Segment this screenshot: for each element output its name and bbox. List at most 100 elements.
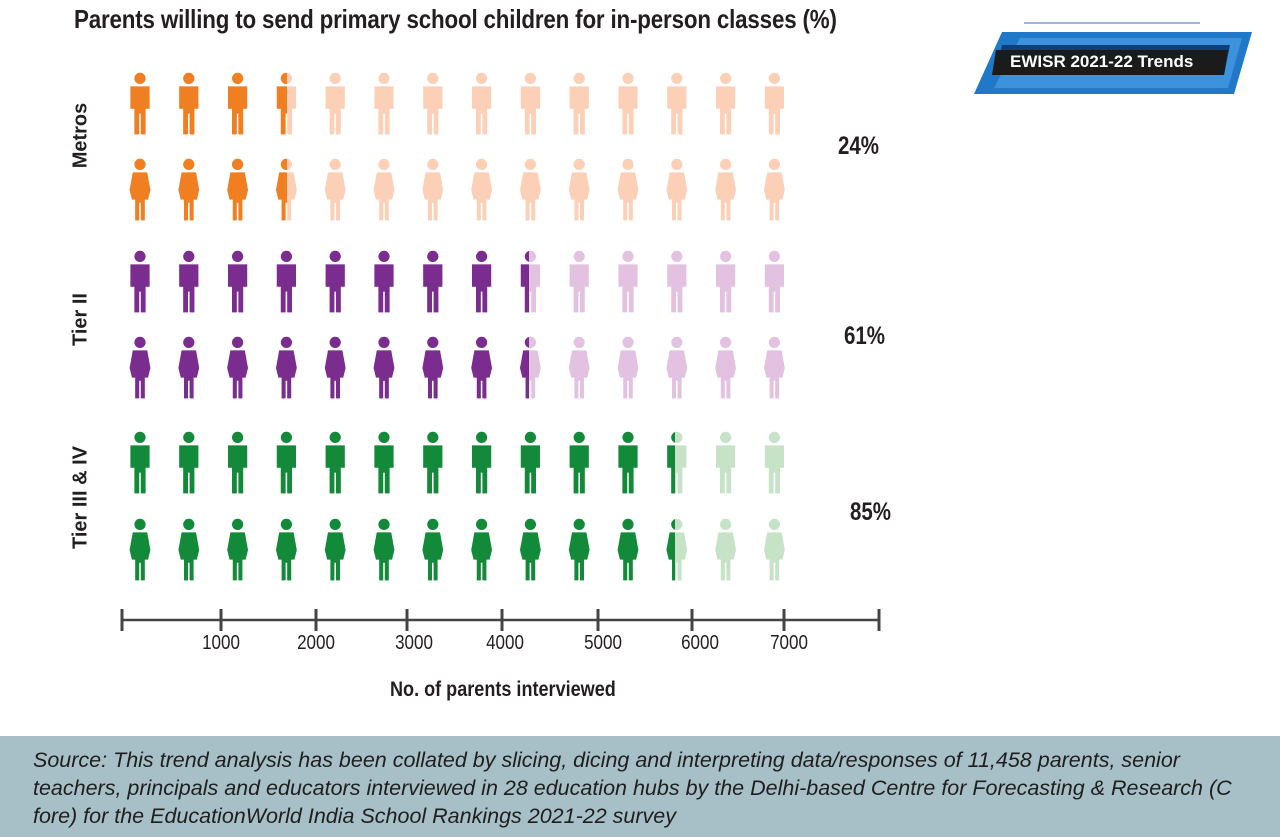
person-icon-faded (666, 158, 688, 221)
x-tick-label: 2000 (297, 632, 335, 654)
person-icon (324, 336, 346, 399)
row-label-tier3: Tier III & IV (69, 446, 92, 549)
person-icon (520, 431, 540, 494)
person-icon-faded (568, 336, 590, 399)
x-tick-label: 5000 (584, 632, 622, 654)
person-icon-faded (472, 72, 492, 135)
person-icon (179, 250, 199, 313)
source-text: Source: This trend analysis has been col… (33, 748, 1232, 828)
person-icon (520, 518, 541, 581)
value-label-metros: 24% (838, 132, 880, 160)
row-label-metros: Metros (69, 102, 92, 169)
person-icon-faded (568, 158, 590, 221)
series-tier2 (129, 250, 785, 399)
person-icon (228, 250, 248, 313)
person-icon-faded (764, 336, 785, 399)
person-icon-faded (569, 72, 589, 135)
value-label-tier3: 85% (850, 498, 892, 526)
person-icon-faded (569, 250, 589, 313)
person-icon (276, 250, 296, 313)
person-icon-faded (667, 72, 687, 135)
person-icon (178, 158, 200, 221)
person-icon (325, 250, 345, 313)
person-icon-faded (324, 158, 346, 221)
person-icon (130, 431, 150, 494)
series-tier3 (129, 431, 785, 581)
person-icon-faded (715, 158, 736, 221)
row-label-tier2: Tier II (69, 293, 92, 346)
x-tick-label: 7000 (770, 632, 808, 654)
person-icon-faded (325, 72, 345, 135)
person-icon-faded (617, 336, 639, 399)
person-icon (472, 431, 492, 494)
person-icon-faded (764, 518, 785, 581)
person-icon (228, 72, 248, 135)
person-icon-faded (617, 158, 639, 221)
person-icon-faded (666, 336, 688, 399)
person-icon-faded (471, 158, 492, 221)
person-icon-faded (764, 250, 784, 313)
x-tick-label: 6000 (681, 632, 719, 654)
person-icon-faded (667, 250, 687, 313)
person-icon-faded (618, 72, 638, 135)
person-icon-faded (716, 431, 736, 494)
person-icon (129, 336, 151, 399)
trends-badge (974, 22, 1252, 94)
person-icon (227, 158, 248, 221)
x-tick-label: 4000 (486, 632, 524, 654)
person-icon-faded (716, 72, 736, 135)
x-tick-label: 1000 (202, 632, 240, 654)
pictogram-chart (120, 72, 881, 631)
person-icon (178, 518, 200, 581)
x-tick-label: 3000 (395, 632, 433, 654)
person-icon (276, 518, 297, 581)
person-icon-faded (520, 158, 541, 221)
person-icon (423, 250, 443, 313)
chart-title: Parents willing to send primary school c… (74, 4, 837, 34)
series-metros (129, 72, 785, 221)
person-icon-faded (520, 72, 540, 135)
person-icon-faded (764, 431, 784, 494)
person-icon (471, 518, 492, 581)
x-axis-title: No. of parents interviewed (390, 678, 616, 701)
person-icon-faded (715, 518, 736, 581)
person-icon (178, 336, 200, 399)
person-icon (324, 518, 346, 581)
x-axis (120, 609, 881, 631)
person-icon (179, 72, 199, 135)
person-icon (129, 158, 151, 221)
person-icon (422, 518, 444, 581)
person-icon (472, 250, 492, 313)
person-icon (471, 336, 492, 399)
person-icon (276, 336, 297, 399)
person-icon-faded (618, 250, 638, 313)
person-icon-faded (764, 72, 784, 135)
source-footer: Source: This trend analysis has been col… (0, 736, 1280, 837)
person-icon (373, 336, 395, 399)
person-icon (179, 431, 199, 494)
person-icon (325, 431, 345, 494)
badge-label: EWISR 2021-22 Trends (1010, 52, 1194, 71)
person-icon (373, 518, 395, 581)
person-icon-faded (715, 336, 736, 399)
person-icon (130, 72, 150, 135)
person-icon (276, 431, 296, 494)
person-icon-faded (764, 158, 785, 221)
person-icon (568, 518, 590, 581)
person-icon (374, 431, 394, 494)
person-icon (227, 336, 248, 399)
person-icon (422, 336, 444, 399)
person-icon-faded (423, 72, 443, 135)
person-icon (227, 518, 248, 581)
person-icon-faded (716, 250, 736, 313)
person-icon-faded (374, 72, 394, 135)
person-icon (228, 431, 248, 494)
value-label-tier2: 61% (844, 322, 886, 350)
person-icon-faded (373, 158, 395, 221)
person-icon (569, 431, 589, 494)
person-icon (423, 431, 443, 494)
person-icon (129, 518, 151, 581)
person-icon (618, 431, 638, 494)
person-icon (374, 250, 394, 313)
person-icon-faded (422, 158, 444, 221)
